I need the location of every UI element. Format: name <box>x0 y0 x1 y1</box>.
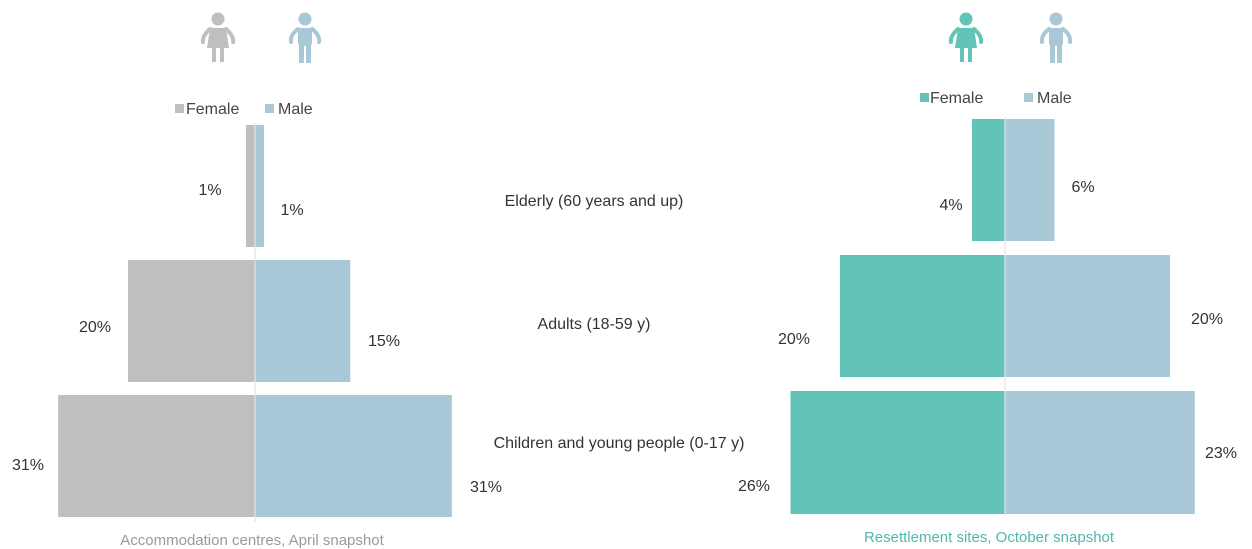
bar-male <box>1005 391 1195 514</box>
bar-male <box>1005 255 1170 377</box>
data-label-male: 31% <box>470 479 502 496</box>
data-label-male: 23% <box>1205 445 1237 462</box>
data-label-female: 1% <box>198 182 221 199</box>
data-label-male: 20% <box>1191 311 1223 328</box>
icon-arm <box>224 27 236 44</box>
legend-label-male: Male <box>278 101 313 118</box>
bar-male <box>255 395 452 517</box>
data-label-male: 6% <box>1071 179 1094 196</box>
icon-head <box>959 12 973 26</box>
legend-swatch-male <box>265 104 274 113</box>
icon-head <box>1049 12 1063 26</box>
pyramid-resettlement-sites: 4% 6% 20% 20% 26% 23% Female Male Resettlement s… <box>738 12 1237 546</box>
icon-head <box>298 12 312 26</box>
icon-arm <box>948 27 960 44</box>
male-person-icon <box>1039 12 1073 63</box>
icon-arm <box>200 27 212 44</box>
bar-female <box>790 391 1005 514</box>
icon-leg <box>220 48 224 62</box>
bar-female <box>246 125 255 247</box>
male-person-icon <box>288 12 322 63</box>
icon-arm <box>1039 27 1051 44</box>
category-labels: Elderly (60 years and up) Adults (18-59 y… <box>494 193 745 452</box>
icon-leg <box>1057 44 1062 63</box>
data-label-male: 15% <box>368 333 400 350</box>
icon-arm <box>288 27 300 44</box>
icon-arm <box>310 27 322 44</box>
icon-leg <box>1050 44 1055 63</box>
chart-caption: Accommodation centres, April snapshot <box>120 532 384 549</box>
icon-arm <box>972 27 984 44</box>
icon-dress <box>955 28 977 48</box>
legend-label-female: Female <box>186 101 239 118</box>
female-person-icon <box>948 12 984 62</box>
icon-leg <box>968 48 972 62</box>
icon-head <box>211 12 225 26</box>
bar-female <box>972 119 1005 241</box>
chart-caption: Resettlement sites, October snapshot <box>864 529 1115 546</box>
icon-arm <box>1061 27 1073 44</box>
legend-swatch-female <box>920 93 929 102</box>
bar-female <box>128 260 255 382</box>
data-label-female: 4% <box>939 197 962 214</box>
data-label-female: 26% <box>738 478 770 495</box>
icon-leg <box>960 48 964 62</box>
icon-leg <box>306 44 311 63</box>
data-label-female: 20% <box>79 319 111 336</box>
pyramid-accommodation-centres: 1% 1% 20% 15% 31% 31% Female Male Accommodation … <box>12 12 502 549</box>
female-person-icon <box>200 12 236 62</box>
data-label-female: 31% <box>12 457 44 474</box>
data-label-male: 1% <box>280 202 303 219</box>
icon-torso <box>298 28 312 46</box>
icon-dress <box>207 28 229 48</box>
legend-swatch-female <box>175 104 184 113</box>
bar-male <box>255 125 264 247</box>
icon-leg <box>212 48 216 62</box>
legend-label-male: Male <box>1037 90 1072 107</box>
icon-torso <box>1049 28 1063 46</box>
bar-female <box>840 255 1005 377</box>
data-label-female: 20% <box>778 331 810 348</box>
bar-male <box>255 260 351 382</box>
category-label: Elderly (60 years and up) <box>505 193 684 210</box>
bar-female <box>58 395 256 517</box>
category-label: Adults (18-59 y) <box>538 316 651 333</box>
category-label: Children and young people (0-17 y) <box>494 435 745 452</box>
bar-male <box>1005 119 1055 241</box>
icon-leg <box>299 44 304 63</box>
legend-swatch-male <box>1024 93 1033 102</box>
legend-label-female: Female <box>930 90 983 107</box>
